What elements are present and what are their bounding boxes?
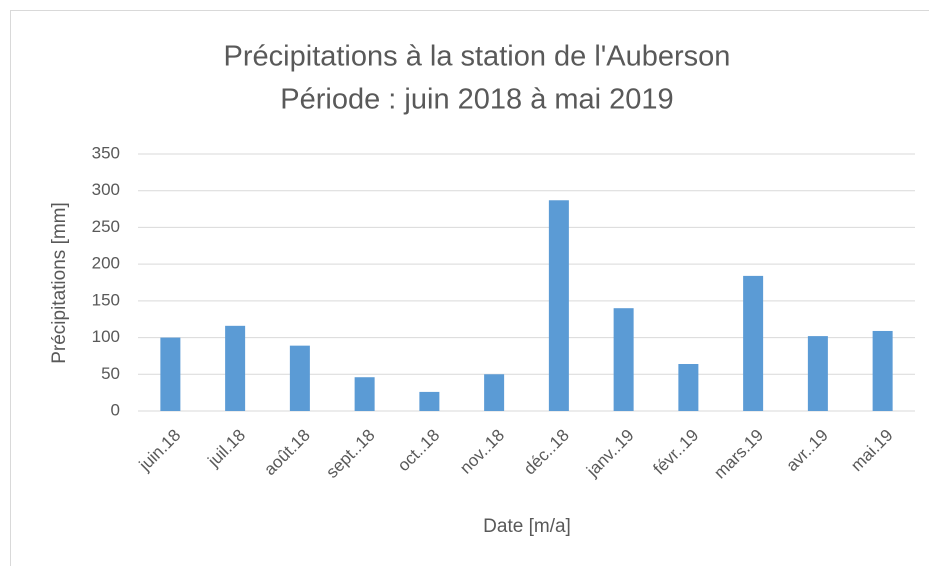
y-tick-label: 300: [92, 180, 120, 199]
x-tick-label: nov..18: [456, 426, 508, 478]
y-tick-label: 150: [92, 290, 120, 309]
y-tick-label: 50: [101, 364, 120, 383]
bar: [548, 200, 569, 411]
bar: [484, 374, 505, 411]
x-tick-label: sept..18: [322, 426, 378, 482]
chart-subtitle: Période : juin 2018 à mai 2019: [280, 84, 673, 116]
x-axis-label: Date [m/a]: [483, 516, 571, 537]
x-tick-label: oct..18: [394, 426, 444, 476]
bar: [613, 308, 634, 411]
x-tick-label: mars.19: [710, 426, 767, 483]
x-tick-label: déc..18: [520, 426, 573, 479]
bar: [872, 330, 893, 411]
bar: [160, 337, 181, 411]
y-axis-label: Précipitations [mm]: [49, 202, 70, 364]
y-tick-label: 0: [111, 400, 120, 419]
y-tick-label: 350: [92, 143, 120, 162]
bar: [354, 377, 375, 411]
y-tick-label: 100: [92, 327, 120, 346]
bar: [743, 275, 764, 411]
x-tick-label: juil.18: [204, 426, 250, 472]
y-tick-label: 250: [92, 217, 120, 236]
bar: [807, 336, 828, 411]
bar: [289, 345, 310, 411]
x-tick-label: févr..19: [650, 426, 703, 479]
chart-frame: [10, 10, 929, 566]
bar: [678, 364, 699, 411]
x-tick-label: juin.18: [135, 426, 185, 476]
bar: [225, 325, 246, 411]
bar: [419, 391, 440, 411]
chart-title: Précipitations à la station de l'Auberso…: [224, 41, 731, 73]
x-tick-label: avr..19: [782, 426, 832, 476]
x-tick-label: janv..19: [582, 426, 637, 481]
x-tick-label: mai.19: [847, 426, 897, 476]
x-tick-label: août.18: [260, 426, 314, 480]
y-tick-label: 200: [92, 254, 120, 273]
